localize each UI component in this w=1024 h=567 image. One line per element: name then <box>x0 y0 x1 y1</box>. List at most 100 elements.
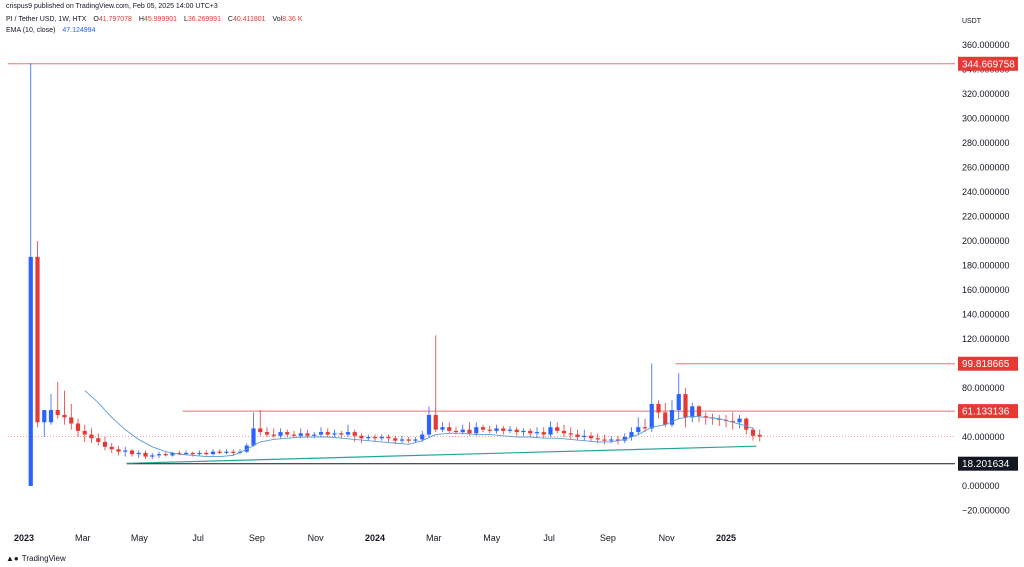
candle-body <box>197 452 202 455</box>
candle-body <box>150 455 155 457</box>
candle-body <box>703 416 708 418</box>
candle-body <box>48 410 54 423</box>
y-tick-label: 260.000000 <box>962 163 1010 173</box>
candle-body <box>258 428 263 433</box>
candle-body <box>555 427 560 431</box>
candle-body <box>656 403 661 413</box>
price-level-tag <box>958 56 1018 71</box>
candle-body <box>42 410 47 423</box>
candle-body <box>507 429 513 431</box>
candle-body <box>366 437 371 439</box>
candle-body <box>447 427 452 431</box>
candle-body <box>224 451 229 453</box>
candle-body <box>575 434 580 437</box>
high-label: H <box>138 16 144 23</box>
candle-body <box>717 418 722 420</box>
candle-body <box>757 434 762 437</box>
candle-body <box>588 435 594 439</box>
close-value: 40.411801 <box>232 16 266 23</box>
candle-body <box>339 433 344 435</box>
x-tick-label: 2023 <box>14 533 34 543</box>
y-tick-label: 280.000000 <box>962 138 1010 148</box>
price-level-tag <box>958 404 1018 419</box>
price-level-tag <box>958 356 1018 371</box>
candle-body <box>251 428 256 446</box>
price-level-tag-label: 344.669758 <box>962 59 1015 70</box>
x-tick-label: 2024 <box>365 533 385 543</box>
ema-line <box>84 390 754 458</box>
x-tick-label: Mar <box>75 533 91 543</box>
y-tick-label: 80.000000 <box>962 383 1005 393</box>
currency-label: USDT <box>961 18 981 25</box>
candle-body <box>143 452 148 457</box>
high-value: 45.999901 <box>143 16 178 23</box>
y-tick-label: 120.000000 <box>962 334 1010 344</box>
candle-body <box>116 449 121 452</box>
candle-body <box>96 438 101 442</box>
y-tick-label: 220.000000 <box>962 212 1010 222</box>
candle-body <box>217 451 222 453</box>
symbol-title[interactable]: PI / Tether USD, 1W, HTX <box>6 16 87 23</box>
low-label: L <box>183 16 188 23</box>
open-value: 41.797078 <box>98 16 132 23</box>
ema-label[interactable]: EMA (10, close) <box>6 27 56 34</box>
candle-body <box>440 427 445 430</box>
candle-body <box>183 452 189 455</box>
candle-body <box>386 437 391 439</box>
candle-body <box>460 429 465 433</box>
candle-body <box>136 452 141 455</box>
y-tick-label: −20.000000 <box>962 506 1010 516</box>
candle-body <box>629 432 634 437</box>
candle-body <box>514 429 519 433</box>
candle-body <box>28 256 33 486</box>
open-label: O <box>93 16 99 23</box>
candle-body <box>393 438 398 441</box>
volume-label: Vol <box>272 16 283 23</box>
candle-body <box>244 445 249 452</box>
candle-body <box>204 452 209 455</box>
candle-body <box>312 434 317 436</box>
x-tick-label: Jul <box>192 533 204 543</box>
tradingview-logo[interactable]: ▲● TradingView <box>6 554 66 563</box>
candle-body <box>62 414 67 418</box>
candle-body <box>582 435 587 437</box>
candle-body <box>109 446 114 450</box>
x-tick-label: Nov <box>308 533 325 543</box>
candle-body <box>568 433 573 435</box>
y-tick-label: 240.000000 <box>962 187 1010 197</box>
candle-body <box>636 427 641 433</box>
candle-body <box>474 427 479 434</box>
close-label: C <box>227 16 233 23</box>
price-level-tag-label: 61.133136 <box>962 407 1010 418</box>
candle-body <box>291 434 297 436</box>
y-tick-label: 40.000000 <box>962 432 1005 442</box>
ema-value: 47.124994 <box>62 27 96 34</box>
y-tick-label: 200.000000 <box>962 236 1010 246</box>
x-tick-label: Sep <box>249 533 265 543</box>
candle-body <box>615 439 621 441</box>
candle-body <box>737 418 742 423</box>
volume-value: 8.36 K <box>282 16 303 23</box>
candle-body <box>622 437 627 441</box>
candle-body <box>75 423 81 431</box>
candle-body <box>318 432 324 435</box>
candle-body <box>379 437 384 439</box>
candle-body <box>521 430 526 433</box>
candle-body <box>487 429 492 431</box>
candle-body <box>696 406 702 417</box>
tradingview-logo-icon: ▲● <box>6 554 19 563</box>
symbol-legend: PI / Tether USD, 1W, HTX O41.797078 H45.… <box>6 16 303 23</box>
candle-body <box>501 428 506 431</box>
candle-body <box>170 452 175 456</box>
candle-body <box>595 438 600 440</box>
x-tick-label: May <box>483 533 501 543</box>
candle-body <box>649 403 654 429</box>
publisher-header: crispus9 published on TradingView.com, F… <box>6 3 218 10</box>
candle-body <box>325 432 330 435</box>
y-tick-label: 140.000000 <box>962 310 1010 320</box>
candle-body <box>683 394 688 418</box>
candle-body <box>210 451 216 455</box>
tradingview-brand: TradingView <box>21 554 66 563</box>
candle-body <box>676 394 681 411</box>
